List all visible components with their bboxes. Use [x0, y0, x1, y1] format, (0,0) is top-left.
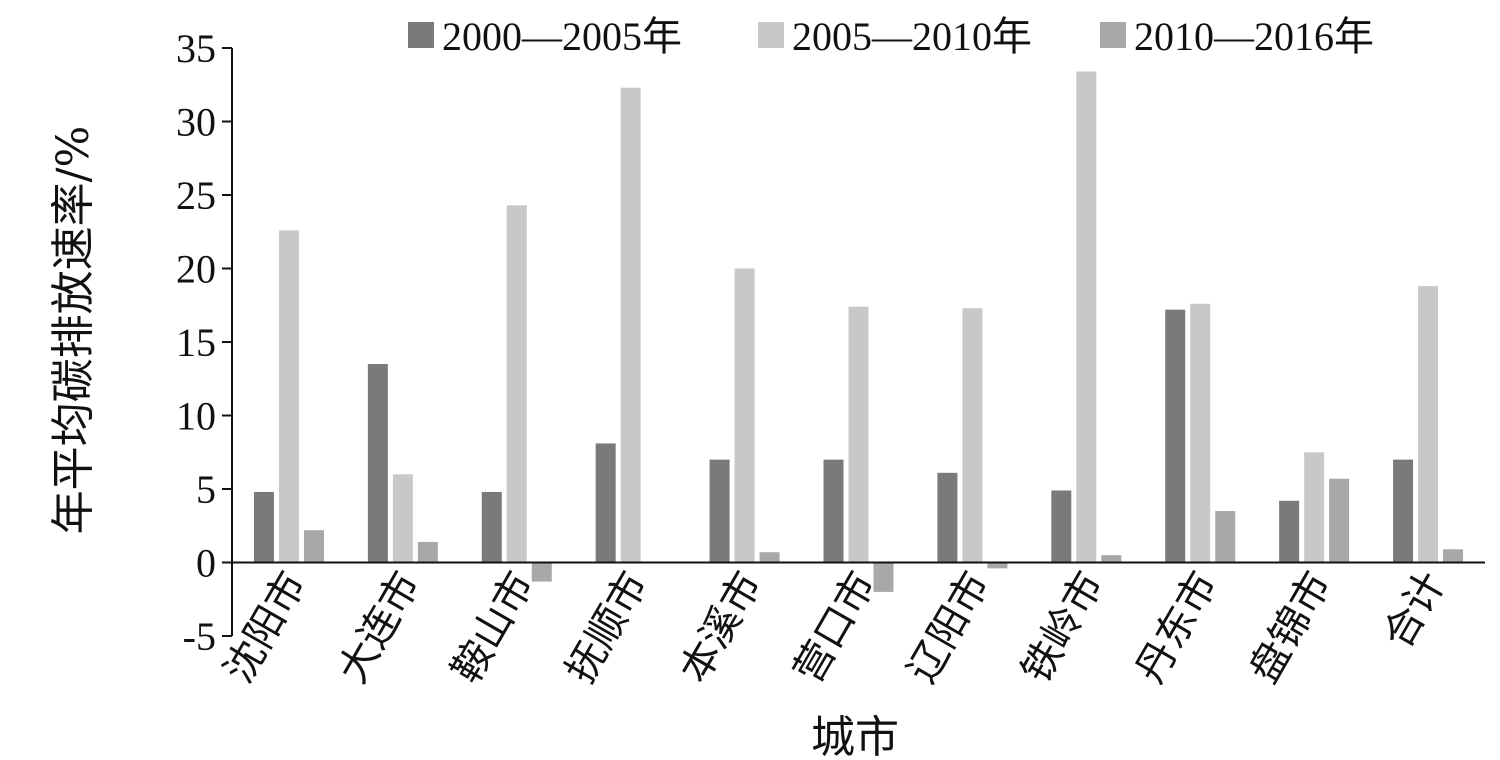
y-tick-label: 20 [176, 247, 216, 292]
legend-swatch-2 [758, 22, 784, 48]
y-tick-label: 25 [176, 173, 216, 218]
y-tick-label: 10 [176, 394, 216, 439]
bar-1-6 [823, 459, 844, 563]
bar-2-5 [734, 268, 755, 563]
bar-3-2 [417, 541, 438, 563]
bar-3-8 [1101, 555, 1122, 563]
y-axis-title: 年平均碳排放速率/% [48, 126, 99, 535]
x-tick-label: 辽阳市 [899, 564, 999, 691]
x-tick-label: 丹东市 [1127, 564, 1227, 691]
bar-2-1 [278, 230, 299, 563]
bar-2-11 [1418, 286, 1439, 563]
bar-1-7 [937, 472, 958, 563]
bar-1-5 [709, 459, 730, 563]
bars [253, 71, 1464, 592]
legend-swatch-1 [408, 22, 434, 48]
bar-1-11 [1393, 459, 1414, 563]
y-tick-label: 0 [196, 541, 216, 586]
bar-1-1 [253, 491, 274, 563]
x-axis-title: 城市 [811, 712, 899, 760]
legend-label-3: 2010—2016年 [1134, 14, 1374, 59]
bar-2-2 [392, 474, 413, 563]
bar-2-3 [506, 205, 527, 563]
bar-3-1 [303, 530, 324, 563]
bar-3-3 [531, 562, 552, 582]
bar-1-2 [367, 364, 388, 563]
bar-1-10 [1279, 500, 1300, 563]
y-tick-label: -5 [183, 614, 216, 659]
x-tick-label: 沈阳市 [216, 564, 316, 691]
bar-2-4 [620, 87, 641, 563]
x-tick-label: 盘锦市 [1241, 564, 1341, 691]
y-tick-label: 15 [176, 320, 216, 365]
bar-3-11 [1443, 549, 1464, 563]
y-tick-label: 35 [176, 26, 216, 71]
bar-2-6 [848, 306, 869, 563]
bar-3-10 [1329, 478, 1350, 563]
y-tick-label: 30 [176, 100, 216, 145]
x-tick-label: 抚顺市 [558, 564, 658, 691]
x-tick-label: 鞍山市 [444, 564, 544, 691]
x-tick-label: 大连市 [330, 564, 430, 691]
bar-3-5 [759, 552, 780, 563]
x-tick-label: 合计 [1375, 564, 1455, 656]
bar-2-10 [1304, 452, 1325, 563]
y-axis: -5 0 5 10 15 20 25 30 35 [176, 26, 233, 659]
bar-3-9 [1215, 511, 1236, 563]
x-tick-label: 铁岭市 [1013, 564, 1113, 691]
bar-1-4 [595, 443, 616, 563]
bar-3-7 [987, 562, 1008, 569]
bar-1-9 [1165, 309, 1186, 563]
bar-2-9 [1190, 303, 1211, 563]
legend-label-1: 2000—2005年 [442, 14, 682, 59]
bar-2-8 [1076, 71, 1097, 563]
bar-3-6 [873, 562, 894, 592]
bar-2-7 [962, 308, 983, 563]
bar-1-3 [481, 491, 502, 563]
x-axis: 沈阳市 大连市 鞍山市 抚顺市 本溪市 营口市 辽阳市 铁岭市 丹东市 盘锦市 合计 [216, 561, 1485, 691]
x-tick-label: 营口市 [785, 564, 885, 691]
x-tick-label: 本溪市 [671, 564, 771, 691]
y-tick-label: 5 [196, 467, 216, 512]
legend-label-2: 2005—2010年 [792, 14, 1032, 59]
legend: 2000—2005年 2005—2010年 2010—2016年 [408, 14, 1374, 59]
bar-1-8 [1051, 490, 1072, 563]
legend-swatch-3 [1100, 22, 1126, 48]
